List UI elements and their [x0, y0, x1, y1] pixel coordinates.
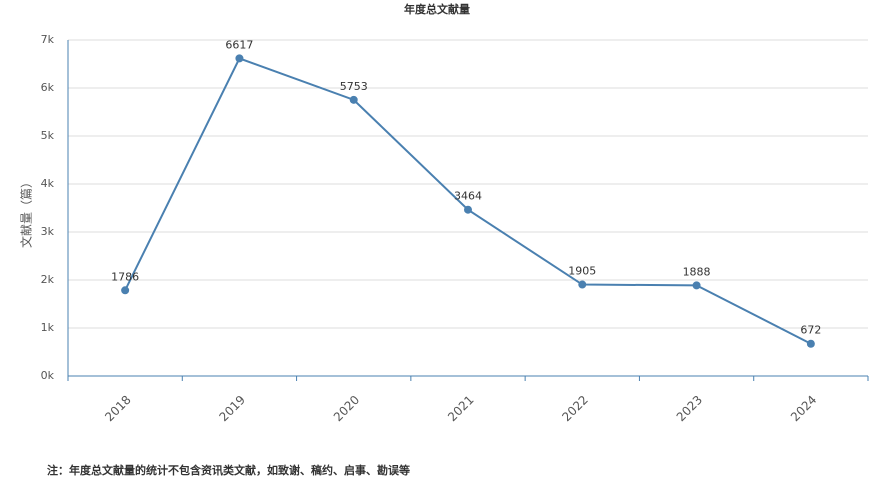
value-label: 5753	[340, 80, 368, 93]
value-label: 6617	[225, 38, 253, 51]
y-tick-label: 5k	[41, 129, 55, 142]
point	[121, 286, 130, 295]
point	[349, 95, 358, 104]
x-tick-label: 2019	[217, 393, 248, 424]
x-tick-label: 2023	[674, 393, 705, 424]
value-label: 3464	[454, 190, 482, 203]
point	[692, 281, 701, 290]
y-tick-label: 3k	[41, 225, 55, 238]
y-tick-label: 0k	[41, 369, 55, 382]
point	[578, 280, 587, 289]
y-tick-label: 6k	[41, 81, 55, 94]
x-tick-label: 2021	[445, 393, 476, 424]
point	[806, 339, 815, 348]
x-tick-label: 2018	[102, 393, 133, 424]
footnote: 注：年度总文献量的统计不包含资讯类文献，如致谢、稿约、启事、勘误等	[47, 463, 410, 477]
y-tick-label: 1k	[41, 321, 55, 334]
value-label: 1905	[568, 265, 596, 278]
x-tick-label: 2022	[559, 393, 590, 424]
x-tick-label: 2020	[331, 393, 362, 424]
point	[235, 54, 244, 63]
y-axis-label: 文献量（篇）	[19, 176, 34, 248]
value-label: 1888	[683, 265, 711, 278]
y-tick-label: 2k	[41, 273, 55, 286]
point	[464, 205, 472, 214]
y-tick-label: 4k	[41, 177, 55, 190]
value-label: 1786	[111, 270, 139, 283]
value-label: 672	[800, 324, 821, 337]
y-tick-label: 7k	[41, 33, 55, 46]
chart-title: 年度总文献量	[404, 2, 470, 16]
x-tick-label: 2024	[788, 393, 819, 424]
